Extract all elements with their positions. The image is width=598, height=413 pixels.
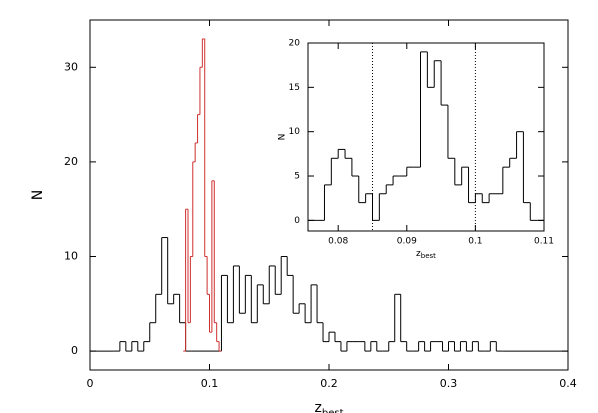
x-tick-label: 0.11 <box>534 237 554 247</box>
x-tick-label: 0.4 <box>559 377 577 390</box>
plot-frame <box>307 42 545 232</box>
y-tick-label: 5 <box>294 172 300 182</box>
x-tick-label: 0.2 <box>320 377 338 390</box>
x-tick-label: 0 <box>87 377 94 390</box>
x-axis-label: zbest <box>315 400 344 413</box>
x-tick-label: 0.09 <box>397 237 417 247</box>
y-tick-label: 0 <box>71 344 78 357</box>
x-axis-label-main: z <box>416 249 421 259</box>
y-axis-label: N <box>278 134 288 141</box>
y-tick-label: 0 <box>294 216 300 226</box>
y-axis-label: N <box>30 190 46 200</box>
x-tick-label: 0.1 <box>468 237 482 247</box>
x-tick-label: 0.1 <box>201 377 219 390</box>
x-axis-label: zbest <box>416 249 436 261</box>
y-tick-label: 10 <box>289 127 301 137</box>
x-axis-label-sub: best <box>322 408 344 413</box>
y-tick-label: 10 <box>64 249 78 262</box>
y-tick-label: 30 <box>64 60 78 73</box>
x-axis-label-sub: best <box>421 252 436 260</box>
y-tick-label: 20 <box>289 39 301 49</box>
y-tick-label: 20 <box>64 155 78 168</box>
x-axis-label-main: z <box>315 400 322 413</box>
y-tick-label: 15 <box>289 83 300 93</box>
x-tick-label: 0.08 <box>328 237 348 247</box>
x-tick-label: 0.3 <box>440 377 458 390</box>
